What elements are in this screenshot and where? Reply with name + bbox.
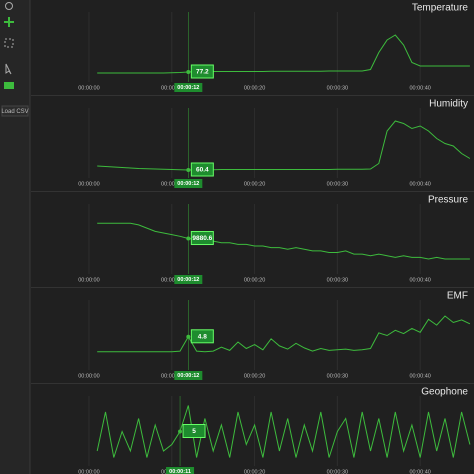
value-label: 9880.6 [192,235,212,242]
data-line [97,120,471,171]
cursor-time-label: 00:00:11 [169,469,191,474]
load-csv-button[interactable] [1,105,29,117]
x-tick-label: 00:00:30 [327,85,348,91]
x-tick-label: 00:00:40 [409,277,430,283]
cursor-time-box [174,275,203,284]
select-icon[interactable] [5,63,12,75]
cursor-time-label: 00:00:12 [177,181,199,187]
x-tick-label: 00:00:10 [161,373,182,379]
cursor-time-box [174,371,203,380]
cursor-point [178,429,183,434]
pan-icon[interactable] [4,17,14,27]
load-csv-label[interactable]: Load CSV [1,109,28,115]
chart-title: EMF [447,291,468,302]
x-tick-label: 00:00:30 [327,181,348,187]
chart-title: Temperature [412,3,469,14]
x-tick-label: 00:00:20 [244,277,265,283]
panel [31,96,474,191]
x-tick-label: 00:00:20 [244,373,265,379]
panel [31,192,474,287]
x-tick-label: 00:00:20 [244,85,265,91]
x-tick-label: 00:00:40 [409,469,430,474]
x-tick-label: 00:00:10 [161,181,182,187]
cursor-point [186,168,191,172]
cursor-point [186,334,191,339]
x-tick-label: 00:00:20 [244,469,265,474]
cursor-time-label: 00:00:12 [177,373,199,379]
value-label: 5 [192,428,196,435]
cursor-point [186,236,191,241]
x-tick-label: 00:00:30 [327,469,348,474]
fit-icon[interactable] [4,38,14,48]
value-label-box [190,64,214,79]
value-label: 4.8 [198,334,207,341]
x-tick-label: 00:00:00 [78,469,99,474]
value-label: 60.4 [196,167,209,174]
cursor-time-box [166,467,195,474]
value-label-box [190,231,214,246]
value-label-box [182,424,206,438]
x-tick-label: 00:00:10 [161,85,182,91]
x-tick-label: 00:00:30 [327,373,348,379]
cursor-time-label: 00:00:12 [177,277,199,283]
label-icon[interactable] [4,82,14,89]
value-label-box [190,329,214,344]
sidebar [0,0,30,474]
chart-title: Geophone [421,387,468,398]
x-tick-label: 00:00:40 [409,181,430,187]
cursor-time-box [174,83,203,92]
cursor-time-label: 00:00:12 [177,85,199,91]
chart-title: Humidity [429,99,468,110]
data-line [96,405,471,458]
zoom-icon[interactable] [5,2,13,10]
panel [31,288,474,383]
value-label: 77.2 [196,69,209,76]
x-tick-label: 00:00:10 [161,277,182,283]
x-tick-label: 00:00:00 [78,85,99,91]
cursor-point [186,70,191,74]
x-tick-label: 00:00:00 [78,373,99,379]
x-tick-label: 00:00:40 [409,373,430,379]
x-tick-label: 00:00:00 [78,181,99,187]
data-line [97,34,470,74]
value-label-box [190,162,214,177]
panel [31,0,474,95]
data-line [97,222,470,260]
chart-title: Pressure [428,195,468,206]
x-tick-label: 00:00:00 [78,277,99,283]
x-tick-label: 00:00:20 [244,181,265,187]
data-line [97,315,471,353]
x-tick-label: 00:00:30 [327,277,348,283]
cursor-time-box [174,179,203,188]
x-tick-label: 00:00:40 [409,85,430,91]
